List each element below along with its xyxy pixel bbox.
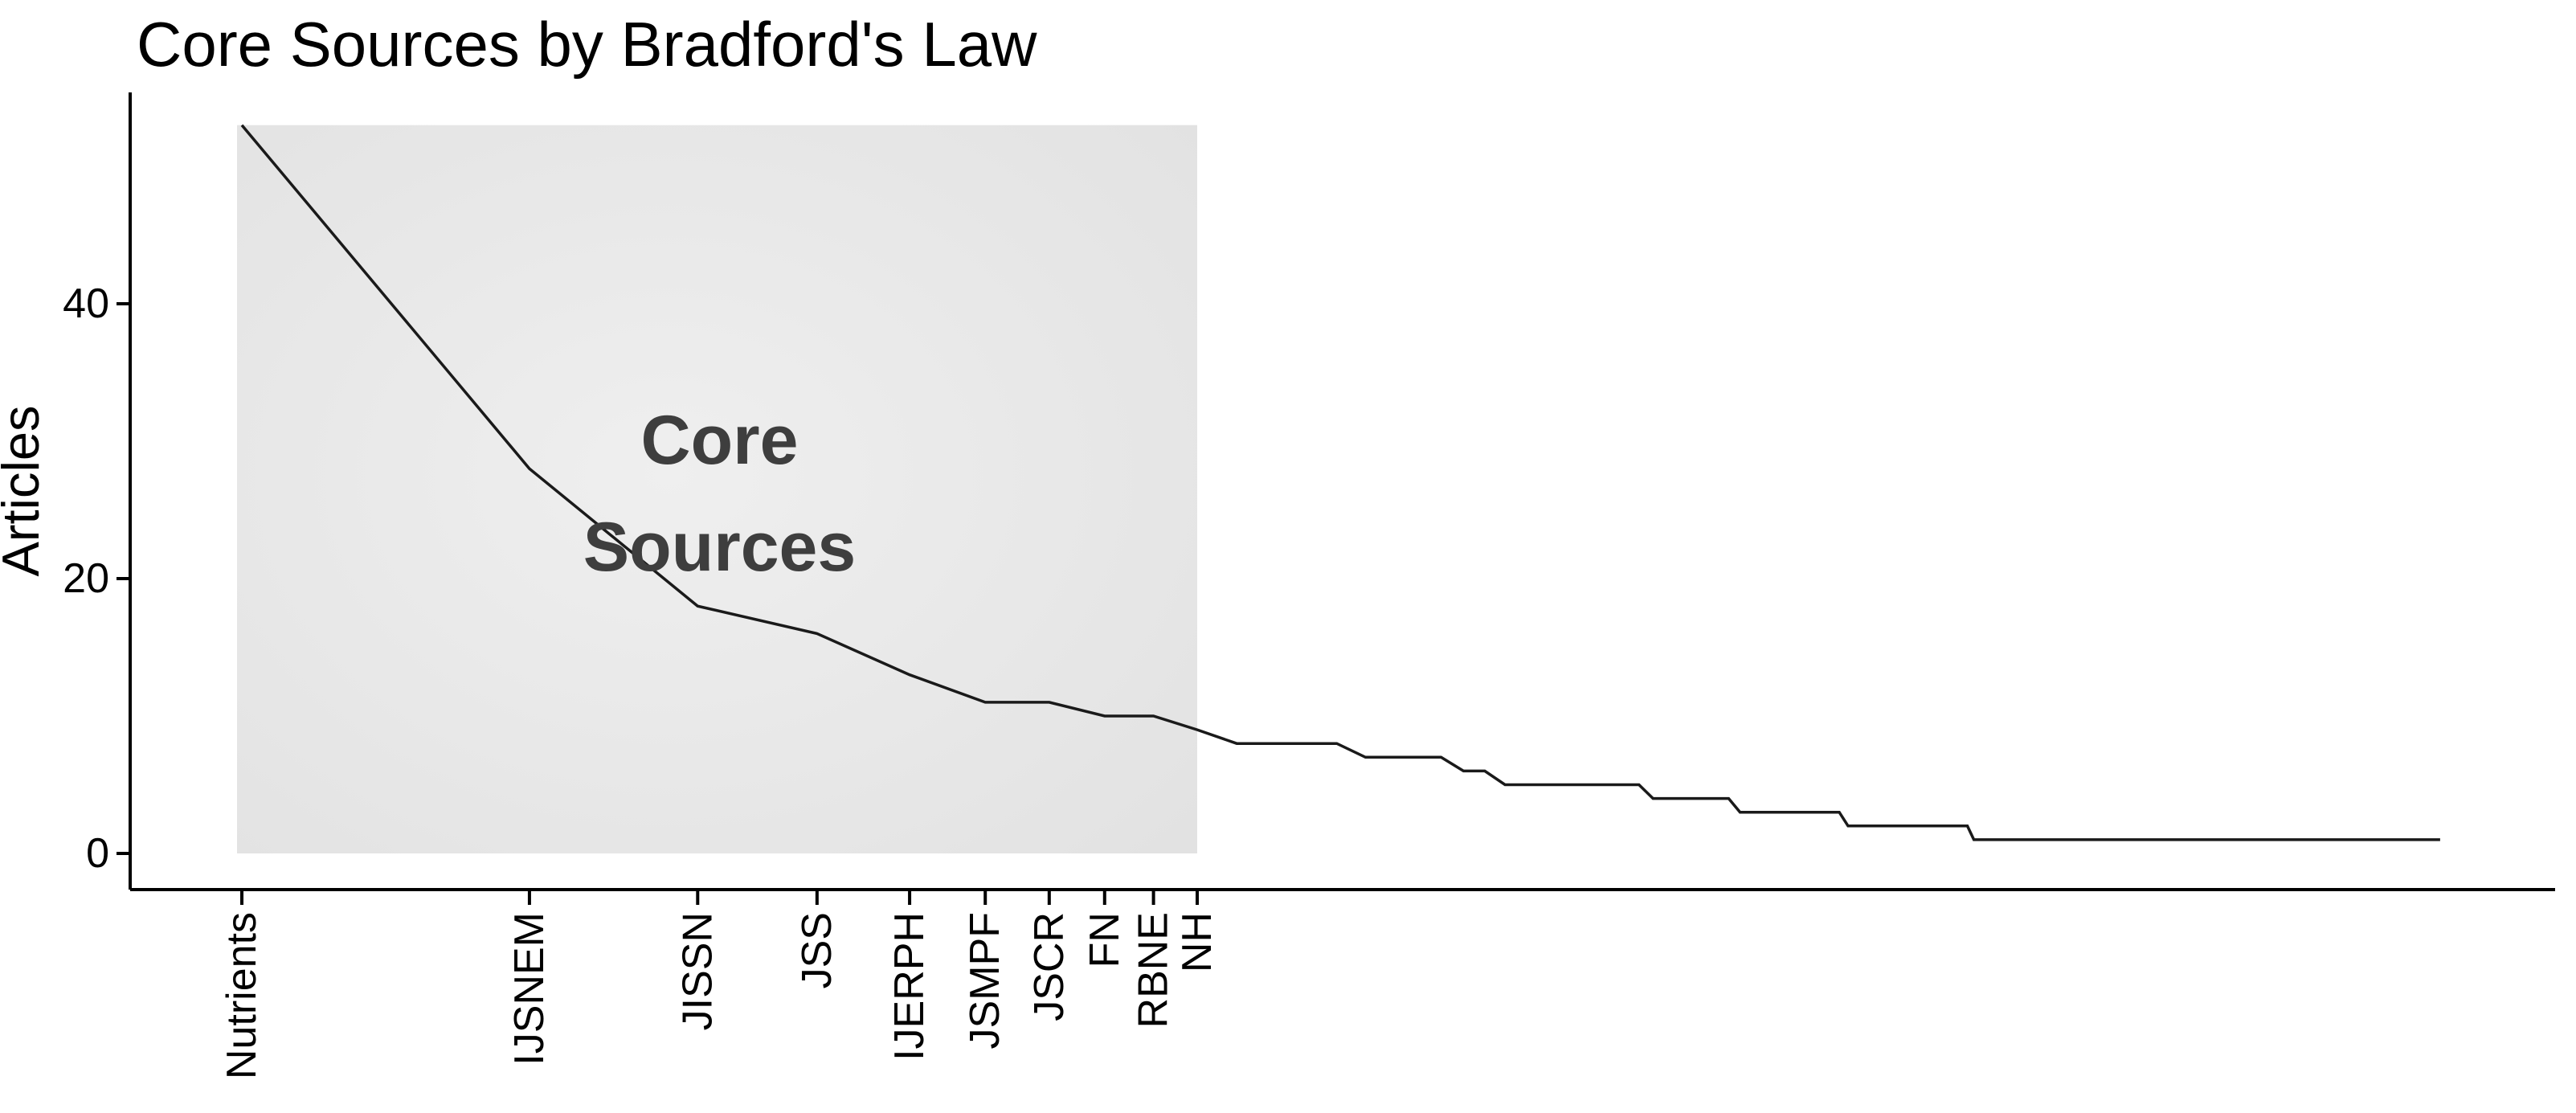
y-tick-label: 20 <box>63 555 109 602</box>
x-tick-label-jss: JSS <box>794 912 840 988</box>
x-tick-label-jscr: JSCR <box>1026 912 1073 1021</box>
axes: 0 20 40 Nutrients IJSNEM JISSN JSS IJERPH JSMPF J… <box>63 92 2555 1079</box>
bradford-distribution-line <box>240 124 2440 841</box>
x-tick-label-nutrients: Nutrients <box>219 912 265 1079</box>
core-sources-annotation-line1: Core <box>641 402 799 479</box>
core-sources-zone-rect <box>237 125 1197 853</box>
y-tick-label: 40 <box>63 280 109 327</box>
y-tick-label: 0 <box>86 830 109 877</box>
chart-title: Core Sources by Bradford's Law <box>137 9 1037 80</box>
x-tick-label-fn: FN <box>1082 912 1128 968</box>
x-tick-label-nh: NH <box>1174 912 1221 972</box>
x-tick-label-ijerph: IJERPH <box>886 912 933 1061</box>
y-axis-title: Articles <box>0 405 50 576</box>
x-tick-label-jsmpf: JSMPF <box>962 912 1008 1049</box>
core-sources-annotation-line2: Sources <box>583 509 856 586</box>
x-tick-label-ijsnem: IJSNEM <box>506 912 553 1066</box>
x-tick-label-rbne: RBNE <box>1131 912 1177 1028</box>
x-tick-label-jissn: JISSN <box>674 912 721 1030</box>
